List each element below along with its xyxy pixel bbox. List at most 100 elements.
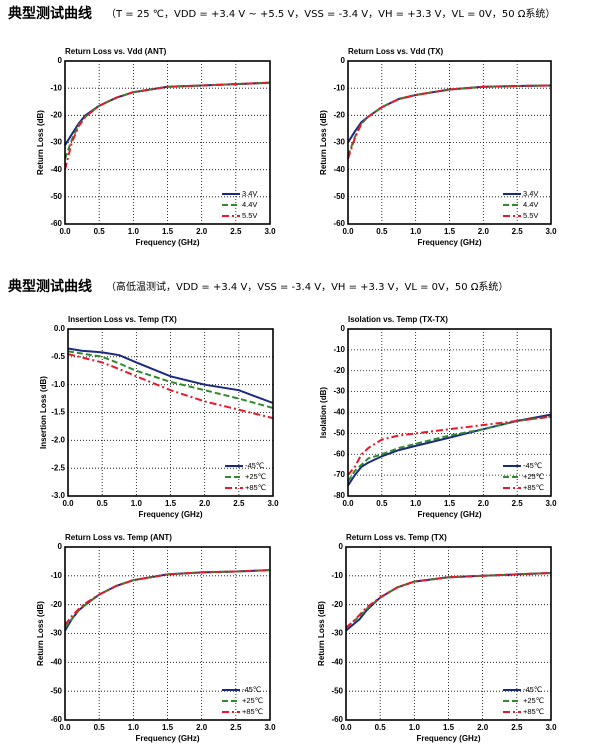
x-tick-label: 1.5 [444, 499, 456, 508]
plot-frame [64, 60, 271, 225]
x-tick-label: 2.5 [511, 723, 523, 732]
x-tick-label: 3.0 [264, 723, 276, 732]
y-tick-label: 0 [341, 56, 346, 65]
plot-frame [347, 328, 552, 497]
series-line [67, 353, 274, 420]
series-line [347, 415, 552, 482]
y-tick-label: -2.0 [51, 435, 65, 444]
legend-label: -45℃ [245, 461, 264, 470]
y-tick-label: -20 [333, 366, 345, 375]
x-tick-label: 0.0 [62, 499, 74, 508]
x-tick-label: 0.0 [340, 723, 352, 732]
x-axis-label: Frequency (GHz) [416, 734, 480, 743]
x-tick-label: 0.0 [342, 227, 354, 236]
y-tick-label: -0.5 [51, 352, 65, 361]
y-tick-label: -3.0 [51, 491, 65, 500]
legend-label: 5.5V [242, 211, 257, 220]
x-tick-label: 1.0 [128, 227, 140, 236]
x-tick-label: 1.5 [443, 723, 455, 732]
x-tick-label: 2.0 [478, 227, 490, 236]
series-line [345, 572, 552, 629]
y-tick-label: -60 [333, 449, 345, 458]
legend-label: 4.4V [242, 200, 257, 209]
x-axis-label: Frequency (GHz) [417, 510, 481, 519]
chart-title: Return Loss vs. Temp (TX) [346, 533, 447, 542]
plot-frame [347, 60, 552, 225]
legend-label: 5.5V [523, 211, 538, 220]
y-tick-label: -20 [333, 110, 345, 119]
y-tick-label: -2.5 [51, 463, 65, 472]
section-conditions: （高低温测试，VDD = +3.4 V，VSS = -3.4 V，VH = +3… [106, 280, 508, 293]
chart-title: Return Loss vs. Vdd (TX) [348, 47, 443, 56]
legend-label: +25℃ [245, 472, 266, 481]
y-tick-label: -1.5 [51, 408, 65, 417]
x-tick-label: 1.5 [162, 723, 174, 732]
legend-label: +85℃ [245, 483, 266, 492]
legend-label: +25℃ [523, 472, 544, 481]
y-axis-label: Return Loss (dB) [317, 601, 326, 666]
y-axis-label: Isolation (dB) [319, 387, 328, 438]
y-tick-label: -50 [333, 192, 345, 201]
section-conditions: （T = 25 ℃，VDD = +3.4 V ~ +5.5 V，VSS = -3… [106, 7, 555, 20]
y-tick-label: -10 [50, 83, 62, 92]
section-heading: 典型测试曲线 [8, 278, 92, 295]
y-tick-label: -30 [50, 138, 62, 147]
series-line [347, 84, 552, 160]
x-axis-label: Frequency (GHz) [135, 734, 199, 743]
x-tick-label: 1.0 [410, 227, 422, 236]
series-line [64, 569, 271, 632]
y-axis-label: Return Loss (dB) [36, 110, 45, 175]
legend-label: +85℃ [523, 707, 544, 716]
legend-label: +25℃ [242, 696, 263, 705]
x-tick-label: 0.5 [376, 227, 388, 236]
x-tick-label: 2.5 [512, 227, 524, 236]
x-tick-label: 0.0 [342, 499, 354, 508]
x-tick-label: 2.0 [478, 499, 490, 508]
y-tick-label: -40 [333, 165, 345, 174]
y-tick-label: -40 [50, 165, 62, 174]
y-tick-label: -10 [333, 345, 345, 354]
y-axis-label: Return Loss (dB) [319, 110, 328, 175]
x-tick-label: 2.0 [196, 227, 208, 236]
y-tick-label: -30 [333, 387, 345, 396]
x-tick-label: 2.5 [230, 227, 242, 236]
x-tick-label: 0.0 [59, 227, 71, 236]
series-line [64, 81, 271, 170]
x-tick-label: 0.5 [94, 227, 106, 236]
series-line [347, 415, 552, 476]
series-line [347, 413, 552, 487]
legend-label: 3.4V [523, 189, 538, 198]
y-tick-label: -40 [333, 408, 345, 417]
y-tick-label: -60 [333, 219, 345, 228]
x-tick-label: 3.0 [545, 227, 557, 236]
x-tick-label: 1.5 [162, 227, 174, 236]
y-tick-label: 0 [339, 542, 344, 551]
x-axis-label: Frequency (GHz) [417, 238, 481, 247]
y-tick-label: -30 [50, 629, 62, 638]
x-tick-label: 3.0 [545, 499, 557, 508]
series-line [67, 350, 274, 409]
y-tick-label: -60 [50, 715, 62, 724]
x-tick-label: 1.0 [410, 499, 422, 508]
x-tick-label: 3.0 [545, 723, 557, 732]
legend-label: -45℃ [523, 461, 542, 470]
x-tick-label: 0.0 [59, 723, 71, 732]
y-tick-label: -20 [331, 600, 343, 609]
y-axis-label: Insertion Loss (dB) [39, 376, 48, 449]
chart-title: Return Loss vs. Temp (ANT) [65, 533, 172, 542]
y-tick-label: -40 [331, 657, 343, 666]
y-tick-label: -40 [50, 657, 62, 666]
legend-label: 3.4V [242, 189, 257, 198]
legend-label: +85℃ [242, 707, 263, 716]
series-line [64, 81, 271, 146]
y-tick-label: -50 [50, 686, 62, 695]
x-tick-label: 2.0 [196, 723, 208, 732]
plot-frame [67, 328, 274, 497]
y-tick-label: -10 [50, 571, 62, 580]
x-axis-label: Frequency (GHz) [138, 510, 202, 519]
chart-title: Insertion Loss vs. Temp (TX) [68, 315, 177, 324]
legend-label: +85℃ [523, 483, 544, 492]
chart-title: Return Loss vs. Vdd (ANT) [65, 47, 167, 56]
y-tick-label: -30 [331, 629, 343, 638]
